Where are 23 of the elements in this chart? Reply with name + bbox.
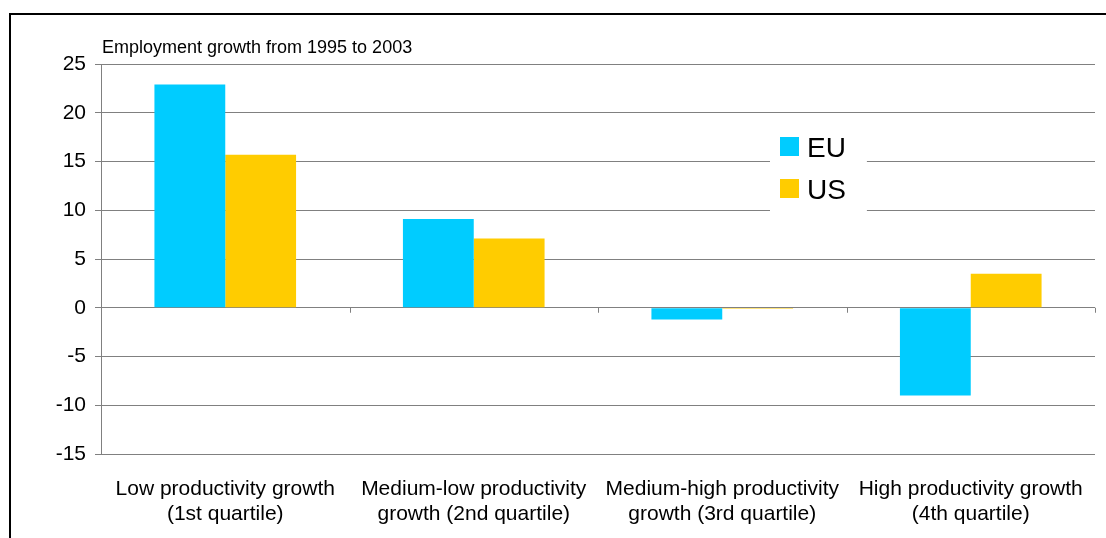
y-tick-label: 15 [62, 148, 86, 172]
bar [899, 308, 971, 396]
bar [473, 238, 545, 308]
y-axis-title: Employment growth from 1995 to 2003 [102, 37, 413, 57]
legend-label: US [807, 174, 846, 205]
bar [154, 84, 226, 308]
y-tick-label: 20 [62, 99, 86, 123]
legend-label: EU [807, 132, 846, 163]
y-tick-label: 10 [62, 197, 86, 221]
y-tick-label: -15 [55, 440, 86, 464]
y-tick-label: -5 [67, 343, 86, 367]
bar [970, 273, 1042, 308]
y-tick-label: 5 [74, 245, 86, 269]
bar [402, 219, 474, 308]
y-tick-label: 25 [62, 50, 86, 74]
x-tick-label: High productivity growth (4th quartile) [858, 475, 1083, 525]
y-tick-label: -10 [55, 392, 86, 416]
bar [225, 154, 297, 308]
x-tick-label: Medium-low productivity growth (2nd quartile) [361, 475, 587, 525]
x-tick-label: Low productivity growth (1st quartile) [115, 475, 335, 525]
bar [651, 308, 723, 320]
y-tick-label: 0 [74, 294, 86, 318]
x-tick-label: Medium-high productivity growth (3rd quartile) [605, 475, 840, 525]
